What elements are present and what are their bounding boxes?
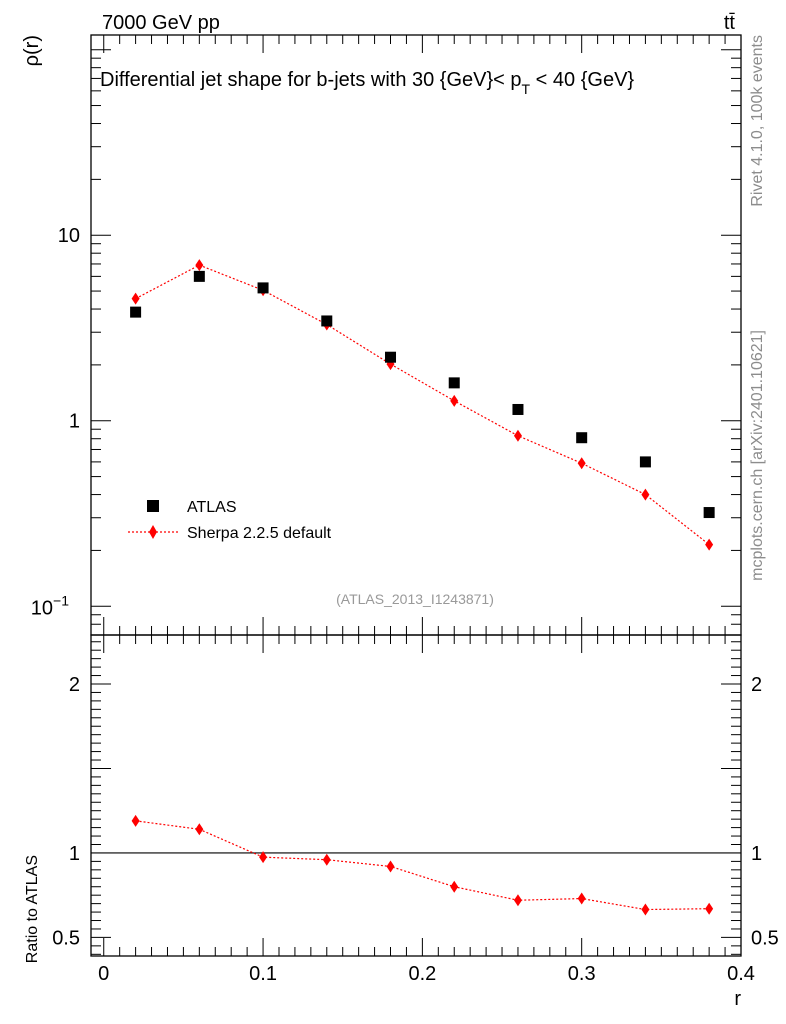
chart-title-main: Differential jet shape for b-jets with 3… [100,69,522,91]
chart-title-subscript: T [522,81,531,97]
atlas-point [576,432,588,444]
atlas-point [703,507,715,519]
atlas-point [385,351,397,363]
atlas-point [639,456,651,468]
x-tick-label: 0.4 [727,963,755,985]
ratio-sherpa-point [259,851,268,864]
data-marks [130,259,715,916]
ratio-sherpa-point [641,903,650,916]
main-panel-frame [90,34,742,636]
ratio-sherpa-line [135,820,710,911]
ratio-sherpa-point [386,860,395,873]
x-tick-label: 0.3 [568,963,596,985]
legend-atlas-label: ATLAS [187,499,237,516]
ratio-sherpa-point [577,892,586,905]
ratio-y-tick-label-left: 1 [69,843,80,865]
legend-sherpa-marker [149,525,157,539]
sherpa-point [705,538,714,551]
ratio-xlabel: r [734,988,741,1010]
ratio-sherpa-point [705,902,714,915]
mcplots-label: mcplots.cern.ch [arXiv:2401.10621] [749,330,766,581]
legend: ATLAS Sherpa 2.2.5 default [128,499,332,542]
atlas-point [321,315,333,327]
y-tick-label-base: 10 [31,597,53,619]
x-tick-label: 0 [98,963,109,985]
energy-label: 7000 GeV pp [102,12,220,34]
legend-atlas-marker [147,500,159,512]
atlas-point [448,377,460,389]
x-tick-label: 0.2 [408,963,436,985]
ratio-y-tick-label-right: 0.5 [751,927,779,949]
chart-title-tail: < 40 {GeV} [530,69,634,91]
ratio-panel-frame [90,634,742,957]
atlas-point [257,282,269,294]
rivet-version-label: Rivet 4.1.0, 100k events [749,35,766,207]
main-ylabel: ρ(r) [21,35,43,66]
sherpa-point [195,259,204,272]
y-tick-label: 10 [58,225,80,247]
process-label: tt̄ [724,12,736,34]
ratio-y-tick-label-right: 1 [751,843,762,865]
ratio-y-tick-label-left: 0.5 [52,927,80,949]
ratio-sherpa-point [195,823,204,836]
ratio-y-tick-label-left: 2 [69,674,80,696]
ratio-y-tick-label-right: 2 [751,674,762,696]
y-tick-label: 1 [69,411,80,433]
analysis-id-annotation: (ATLAS_2013_I1243871) [336,591,494,607]
ratio-ylabel: Ratio to ATLAS [24,855,41,963]
ratio-sherpa-point [131,814,140,827]
sherpa-point [641,488,650,501]
y-tick-label: 10−1 [31,592,69,619]
sherpa-point [513,429,522,442]
chart-title: Differential jet shape for b-jets with 3… [100,69,634,97]
sherpa-point [131,292,140,305]
ratio-sherpa-point [322,853,331,866]
ratio-sherpa-point [513,894,522,907]
y-tick-label-exponent: −1 [53,592,69,608]
ratio-sherpa-point [450,880,459,893]
sherpa-line [135,264,710,546]
legend-sherpa-label: Sherpa 2.2.5 default [187,525,332,542]
atlas-point [512,403,524,415]
atlas-point [130,306,142,318]
sherpa-point [577,457,586,470]
atlas-point [193,270,205,282]
sherpa-point [450,394,459,407]
x-tick-label: 0.1 [249,963,277,985]
